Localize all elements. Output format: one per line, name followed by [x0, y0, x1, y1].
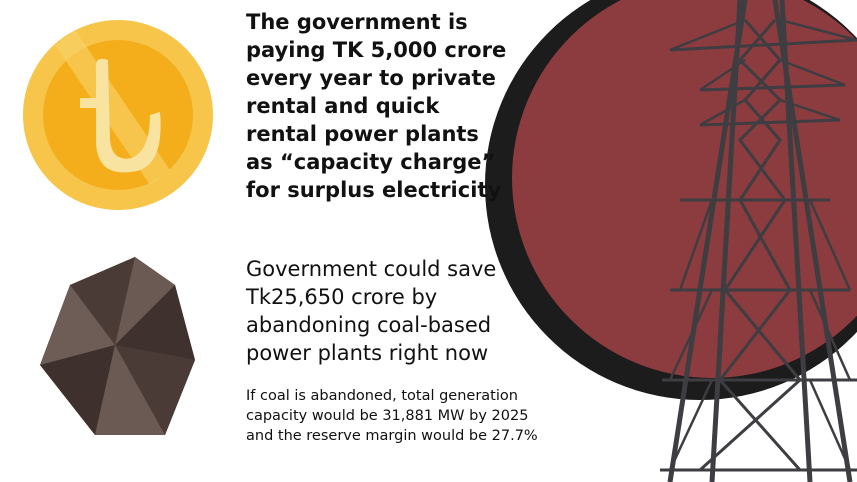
text-line: capacity would be 31,881 MW by 2025 [246, 408, 529, 424]
capacity-note-text: If coal is abandoned, total generation ca… [246, 386, 538, 446]
capacity-charge-text: The government is paying TK 5,000 crore ev… [246, 8, 506, 204]
text-line: and the reserve margin would be 27.7% [246, 428, 538, 444]
tower-backdrop [485, 0, 857, 400]
text-line: If coal is abandoned, total generation [246, 388, 518, 404]
text-line: rental and quick [246, 94, 440, 118]
power-tower [660, 0, 857, 482]
text-line: abandoning coal-based [246, 313, 492, 337]
text-line: The government is [246, 10, 468, 34]
text-line: every year to private [246, 66, 496, 90]
savings-text: Government could save Tk25,650 crore by ab… [246, 255, 496, 367]
coal-icon [40, 257, 195, 435]
text-line: for surplus electricity [246, 178, 502, 202]
coin-icon [23, 20, 213, 210]
text-line: power plants right now [246, 341, 489, 365]
text-line: rental power plants [246, 122, 479, 146]
text-line: as “capacity charge” [246, 150, 496, 174]
text-line: Government could save [246, 257, 497, 281]
text-line: Tk25,650 crore by [246, 285, 438, 309]
text-line: paying TK 5,000 crore [246, 38, 507, 62]
